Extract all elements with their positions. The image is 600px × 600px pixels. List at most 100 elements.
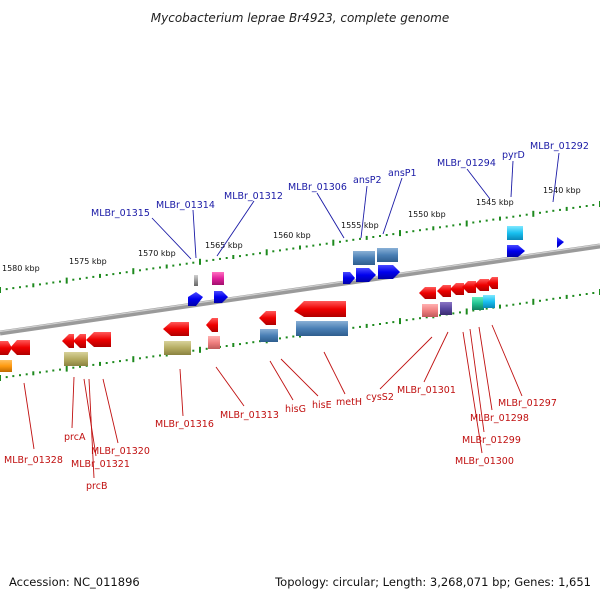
gene-feature[interactable] — [164, 341, 191, 355]
gene-label-MLBr_01320[interactable]: MLBr_01320 — [91, 446, 150, 457]
scale-tick — [325, 242, 328, 245]
gene-feature[interactable] — [377, 248, 398, 262]
gene-arrow[interactable] — [0, 341, 12, 355]
leader-line — [280, 358, 319, 397]
scale-tick — [379, 235, 381, 237]
gene-label-MLBr_01314[interactable]: MLBr_01314 — [156, 200, 215, 211]
scale-tick — [239, 255, 241, 258]
gene-feature[interactable] — [208, 336, 220, 349]
gene-label-MLBr_01300[interactable]: MLBr_01300 — [455, 456, 514, 467]
gene-feature[interactable] — [472, 297, 484, 310]
gene-label-ansP1[interactable]: ansP1 — [388, 168, 417, 179]
scale-tick — [545, 298, 548, 301]
scale-tick — [239, 343, 241, 346]
gene-label-MLBr_01328[interactable]: MLBr_01328 — [4, 455, 63, 466]
gene-arrow[interactable] — [557, 237, 564, 248]
gene-label-MLBr_01294[interactable]: MLBr_01294 — [437, 158, 496, 169]
scale-major-tick — [65, 277, 68, 284]
gene-label-MLBr_01298[interactable]: MLBr_01298 — [470, 413, 529, 424]
leader-line — [192, 209, 197, 259]
gene-feature[interactable] — [64, 352, 88, 366]
scale-tick — [59, 368, 61, 371]
gene-arrow[interactable] — [507, 245, 525, 257]
gene-arrow[interactable] — [10, 340, 30, 355]
gene-feature[interactable] — [440, 302, 452, 315]
gene-label-MLBr_01313[interactable]: MLBr_01313 — [220, 410, 279, 421]
scale-major-tick — [0, 375, 1, 381]
gene-label-MLBr_01321[interactable]: MLBr_01321 — [71, 459, 130, 470]
gene-feature[interactable] — [194, 275, 198, 286]
gene-arrow[interactable] — [214, 291, 228, 303]
gene-label-MLBr_01306[interactable]: MLBr_01306 — [288, 182, 347, 193]
gene-feature[interactable] — [507, 226, 523, 240]
scale-tick — [499, 304, 501, 309]
gene-arrow[interactable] — [62, 334, 74, 348]
gene-arrow[interactable] — [356, 268, 376, 282]
scale-tick — [92, 363, 95, 366]
scale-tick — [452, 224, 455, 227]
gene-label-cysS2[interactable]: cysS2 — [366, 392, 394, 403]
gene-arrow[interactable] — [206, 318, 218, 332]
scale-tick — [52, 369, 55, 372]
gene-label-MLBr_01312[interactable]: MLBr_01312 — [224, 191, 283, 202]
scale-tick — [385, 234, 388, 236]
gene-arrow[interactable] — [474, 279, 489, 291]
gene-label-hisE[interactable]: hisE — [312, 400, 332, 411]
gene-label-hisG[interactable]: hisG — [285, 404, 306, 415]
gene-label-MLBr_01301[interactable]: MLBr_01301 — [397, 385, 456, 396]
scale-tick — [372, 236, 375, 238]
scale-tick — [252, 253, 255, 256]
scale-major-tick — [265, 249, 268, 256]
gene-label-MLBr_01299[interactable]: MLBr_01299 — [462, 435, 521, 446]
scale-tick — [79, 365, 81, 368]
scale-tick — [25, 285, 28, 288]
scale-tick — [12, 375, 15, 378]
scale-tick — [45, 282, 48, 285]
gene-feature[interactable] — [0, 360, 12, 372]
gene-label-MLBr_01292[interactable]: MLBr_01292 — [530, 141, 589, 152]
gene-label-MLBr_01316[interactable]: MLBr_01316 — [155, 419, 214, 430]
scale-tick — [372, 324, 375, 326]
scale-tick — [425, 316, 428, 319]
gene-label-pyrD[interactable]: pyrD — [502, 150, 525, 161]
scale-tick — [292, 335, 295, 338]
gene-label-prcA[interactable]: prcA — [64, 432, 86, 443]
gene-label-metH[interactable]: metH — [336, 397, 362, 408]
scale-tick — [219, 257, 221, 260]
scale-tick — [572, 206, 575, 209]
scale-tick — [85, 276, 88, 279]
gene-arrow[interactable] — [188, 292, 203, 306]
gene-arrow[interactable] — [437, 285, 451, 297]
gene-feature[interactable] — [353, 251, 375, 265]
gene-arrow[interactable] — [450, 283, 464, 295]
gene-arrow[interactable] — [343, 272, 355, 284]
leader-line — [88, 378, 95, 479]
gene-feature[interactable] — [422, 304, 438, 317]
gene-arrow[interactable] — [86, 332, 111, 347]
gene-arrow[interactable] — [294, 301, 346, 317]
gene-label-MLBr_01297[interactable]: MLBr_01297 — [498, 398, 557, 409]
scale-tick — [445, 225, 448, 228]
scale-tick — [272, 250, 275, 253]
leader-line — [151, 217, 192, 260]
gene-arrow[interactable] — [73, 334, 86, 348]
gene-feature[interactable] — [483, 295, 495, 308]
scale-tick — [245, 254, 248, 257]
gene-arrow[interactable] — [378, 265, 400, 279]
gene-label-prcB[interactable]: prcB — [86, 481, 107, 492]
gene-feature[interactable] — [260, 329, 278, 342]
scale-tick — [479, 220, 481, 223]
gene-feature[interactable] — [296, 321, 348, 336]
scale-tick — [365, 323, 368, 328]
scale-tick — [279, 249, 281, 252]
gene-label-ansP2[interactable]: ansP2 — [353, 175, 382, 186]
gene-feature[interactable] — [212, 272, 224, 285]
scale-tick — [125, 271, 128, 274]
gene-arrow[interactable] — [487, 277, 498, 289]
gene-arrow[interactable] — [163, 322, 189, 336]
gene-label-MLBr_01315[interactable]: MLBr_01315 — [91, 208, 150, 219]
scale-tick — [512, 215, 515, 218]
gene-arrow[interactable] — [259, 311, 276, 325]
gene-arrow[interactable] — [419, 287, 436, 299]
gene-arrow[interactable] — [462, 281, 476, 293]
